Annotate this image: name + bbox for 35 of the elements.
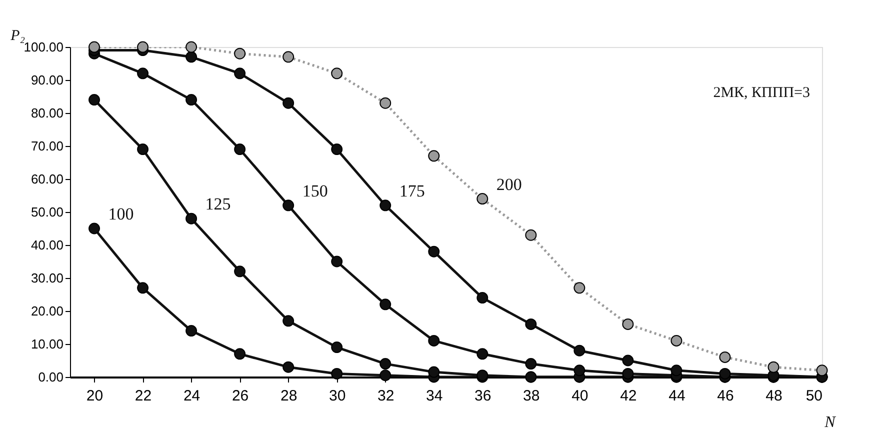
y-tick-label: 0.00: [38, 370, 64, 384]
x-tick-label: 20: [86, 388, 104, 404]
series-label: 125: [205, 194, 231, 214]
x-tick-label: 42: [620, 388, 637, 404]
x-tick-label: 34: [426, 388, 443, 404]
x-tick-label: 40: [572, 388, 588, 404]
x-tick-label: 26: [232, 388, 249, 404]
y-tick-label: 40.00: [30, 238, 64, 252]
y-tick-label: 90.00: [30, 72, 64, 88]
y-tick-label: 20.00: [30, 304, 64, 318]
y-tick-label: 50.00: [30, 204, 64, 220]
y-axis-title: P₂: [10, 28, 25, 44]
x-tick-label: 22: [134, 388, 152, 404]
x-tick-label: 24: [183, 388, 200, 404]
series-label: 200: [496, 174, 522, 194]
x-tick-label: 50: [806, 388, 822, 404]
x-tick-label: 32: [378, 388, 394, 404]
y-tick-label: 80.00: [30, 106, 64, 120]
x-tick-label: 48: [766, 388, 782, 404]
y-tick-label: 30.00: [30, 270, 64, 286]
x-tick-label: 36: [474, 388, 492, 404]
series-label: 175: [399, 181, 425, 200]
y-tick-label: 70.00: [30, 138, 64, 154]
annotation: 2МК, КППП=3: [713, 85, 810, 101]
series-label: 150: [302, 181, 328, 200]
x-tick-label: 46: [717, 388, 734, 404]
series-label: 100: [108, 204, 134, 224]
y-tick-label: 60.00: [30, 172, 64, 186]
y-tick-label: 100.00: [24, 40, 64, 54]
x-tick-label: 44: [668, 388, 686, 404]
x-tick-label: 30: [328, 388, 346, 404]
x-axis-title: N: [824, 414, 837, 431]
x-tick-label: 38: [523, 388, 540, 404]
y-tick-label: 10.00: [30, 336, 64, 352]
x-tick-label: 28: [280, 388, 298, 404]
